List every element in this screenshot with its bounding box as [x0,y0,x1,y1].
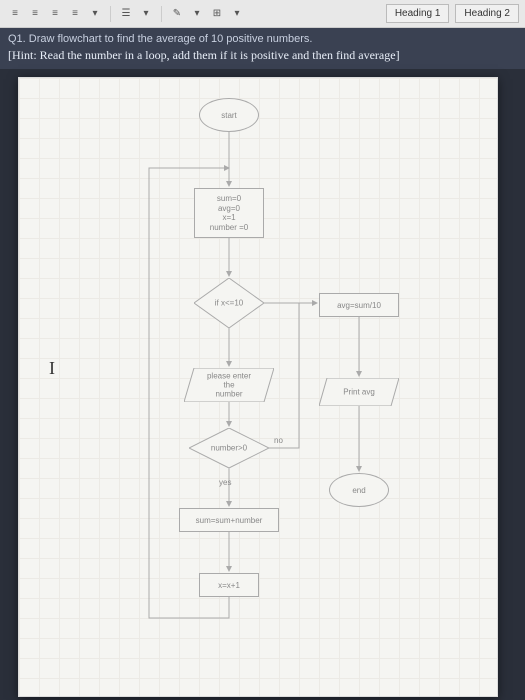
node-input: please enter the number [184,368,274,402]
node-avgcalc: avg=sum/10 [319,293,399,317]
list-icon[interactable]: ☰ [117,5,135,23]
node-label: Print avg [343,388,375,397]
align-center-icon[interactable]: ≡ [26,5,44,23]
node-label: avg=sum/10 [337,301,381,311]
label-yes: yes [219,478,231,487]
document-page: I [18,77,498,697]
node-printavg: Print avg [319,378,399,406]
node-label: if x<=10 [215,299,243,308]
heading2-button[interactable]: Heading 2 [455,4,519,23]
node-label: start [221,111,237,121]
node-label: number>0 [211,444,247,453]
highlight-icon[interactable]: ✎ [168,5,186,23]
table-icon[interactable]: ⊞ [208,5,226,23]
node-label: please enter the number [207,372,252,399]
dropdown-icon[interactable]: ▾ [188,5,206,23]
dropdown-icon[interactable]: ▾ [228,5,246,23]
separator [110,6,111,22]
node-sumadd: sum=sum+number [179,508,279,532]
node-label: sum=0 avg=0 x=1 number =0 [210,194,248,232]
dropdown-icon[interactable]: ▾ [86,5,104,23]
node-positive-condition: number>0 [189,428,269,468]
node-condition: if x<=10 [194,278,264,328]
dropdown-icon[interactable]: ▾ [137,5,155,23]
toolbar: ≡ ≡ ≡ ≡ ▾ ☰ ▾ ✎ ▾ ⊞ ▾ Heading 1 Heading … [0,0,525,28]
node-label: end [352,486,365,496]
node-label: sum=sum+number [196,516,263,526]
question-text: Q1. Draw flowchart to find the average o… [0,28,525,48]
align-left-icon[interactable]: ≡ [6,5,24,23]
node-increment: x=x+1 [199,573,259,597]
separator [161,6,162,22]
heading1-button[interactable]: Heading 1 [386,4,450,23]
label-no: no [274,436,283,445]
justify-icon[interactable]: ≡ [66,5,84,23]
flowchart: start sum=0 avg=0 x=1 number =0 if x<=10… [19,78,497,696]
align-right-icon[interactable]: ≡ [46,5,64,23]
hint-text: [Hint: Read the number in a loop, add th… [0,48,525,69]
node-label: x=x+1 [218,581,240,591]
node-init: sum=0 avg=0 x=1 number =0 [194,188,264,238]
